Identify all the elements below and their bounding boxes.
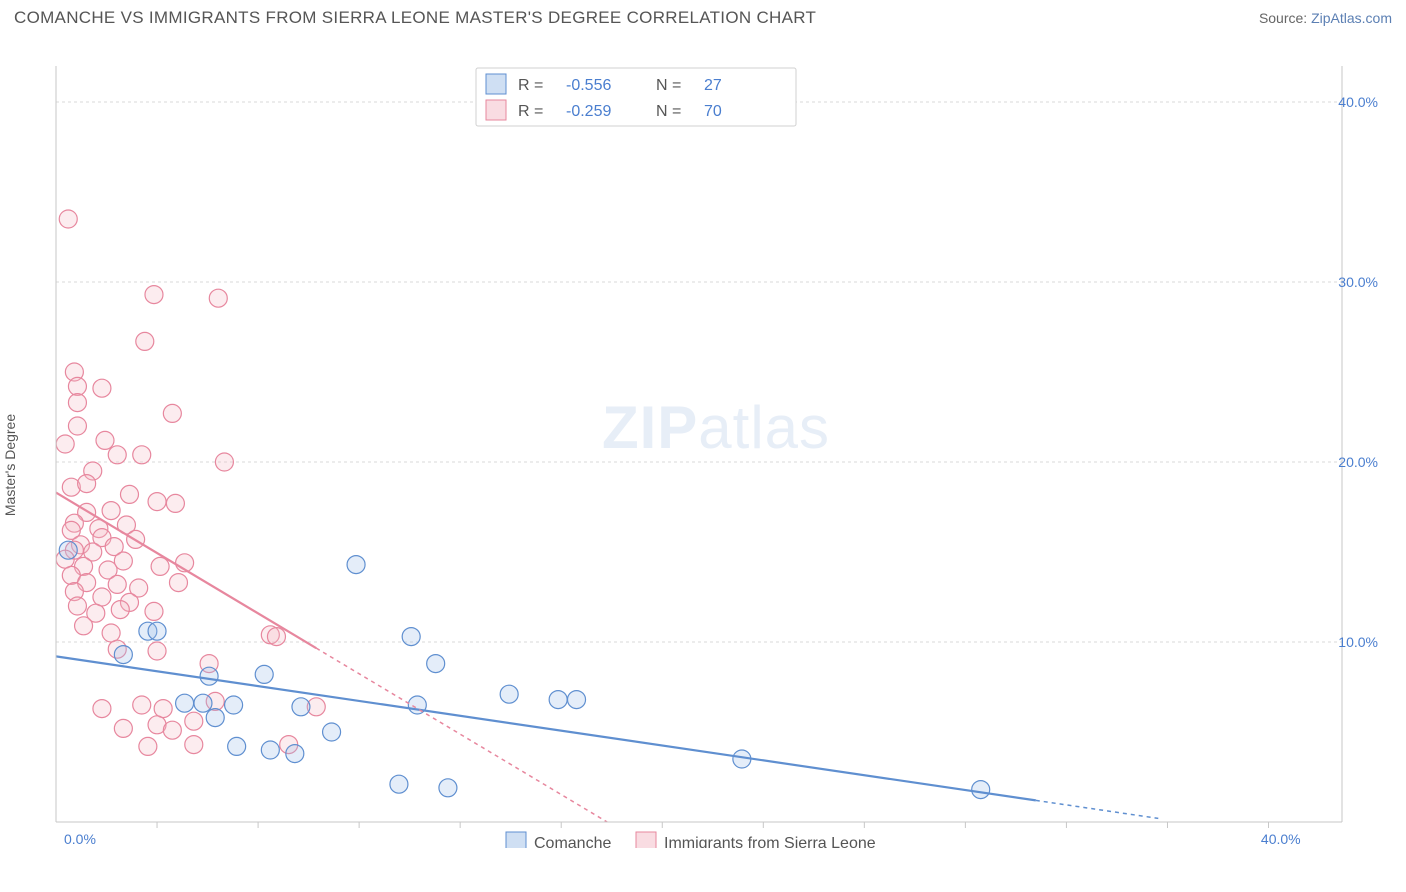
svg-text:-0.556: -0.556: [566, 77, 611, 94]
svg-text:R =: R =: [518, 77, 543, 94]
chart-container: Master's Degree ZIPatlas 10.0% 20.0% 30.0%…: [0, 38, 1406, 892]
svg-text:20.0%: 20.0%: [1338, 454, 1378, 470]
data-points: [56, 210, 990, 799]
svg-text:N =: N =: [656, 77, 681, 94]
watermark: ZIPatlas: [602, 394, 830, 461]
gridlines: [56, 102, 1342, 642]
source-link[interactable]: ZipAtlas.com: [1311, 10, 1392, 26]
svg-text:30.0%: 30.0%: [1338, 274, 1378, 290]
y-axis-label: Master's Degree: [2, 414, 18, 516]
page-title: COMANCHE VS IMMIGRANTS FROM SIERRA LEONE…: [14, 8, 816, 28]
svg-text:R =: R =: [518, 103, 543, 120]
svg-text:40.0%: 40.0%: [1338, 94, 1378, 110]
svg-text:Comanche: Comanche: [534, 835, 611, 848]
source-label: Source:: [1259, 10, 1307, 26]
svg-text:-0.259: -0.259: [566, 103, 611, 120]
trend-lines: [56, 493, 1158, 822]
svg-text:10.0%: 10.0%: [1338, 634, 1378, 650]
y-ticks: 10.0% 20.0% 30.0% 40.0%: [1338, 94, 1378, 650]
svg-text:27: 27: [704, 77, 722, 94]
stats-legend: R = -0.556 N = 27 R = -0.259 N = 70: [476, 68, 796, 126]
svg-text:70: 70: [704, 103, 722, 120]
bottom-legend: Comanche Immigrants from Sierra Leone: [506, 832, 876, 848]
svg-text:Immigrants from Sierra Leone: Immigrants from Sierra Leone: [664, 835, 876, 848]
scatter-chart: ZIPatlas 10.0%20.0%30.0%40.0% 0.0%40.0% …: [46, 48, 1386, 848]
svg-text:0.0%: 0.0%: [64, 831, 96, 847]
svg-text:N =: N =: [656, 103, 681, 120]
source-attribution: Source: ZipAtlas.com: [1259, 10, 1392, 26]
svg-text:40.0%: 40.0%: [1261, 831, 1301, 847]
